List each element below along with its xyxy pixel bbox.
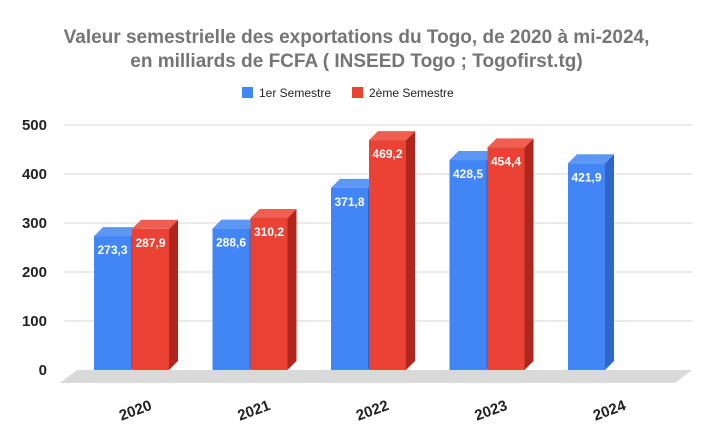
bar-side [605,154,614,370]
bar-side [287,209,297,370]
bar-side [169,219,178,370]
data-label: 421,9 [571,170,601,184]
x-tick-label: 2024 [591,397,629,425]
bar [369,140,406,370]
bar [449,160,487,370]
x-tick-label: 2020 [117,397,154,424]
bar [132,228,169,370]
x-tick-label: 2021 [235,397,272,424]
y-tick-label: 200 [22,264,47,281]
bar-top [212,219,259,229]
bar-top [250,209,297,219]
bar-top [331,178,377,188]
data-label: 371,8 [334,195,364,209]
bar-top [568,154,614,164]
bar-side [406,131,415,370]
bar-top [132,219,178,229]
chart-floor [60,370,692,383]
bar [250,218,288,370]
y-tick-label: 500 [22,117,47,134]
x-tick-label: 2022 [354,397,391,424]
chart-title-line1: Valeur semestrielle des exportations du … [63,27,650,48]
data-label: 310,2 [254,225,284,239]
y-tick-label: 300 [22,215,47,232]
data-label: 428,5 [453,167,483,181]
bar [568,163,605,370]
legend-label: 1er Semestre [259,86,331,100]
y-tick-label: 400 [22,166,47,183]
bar-top [369,131,415,141]
y-tick-label: 0 [39,362,47,379]
chart-title-line2: en milliards de FCFA ( INSEED Togo ; Tog… [130,51,583,72]
legend-swatch [242,87,253,98]
bar [94,236,131,370]
bar-top [449,151,496,161]
bar-side [524,138,534,370]
data-label: 287,9 [135,236,165,250]
x-tick-label: 2023 [472,397,509,424]
data-label: 454,4 [491,154,521,168]
data-label: 469,2 [372,147,402,161]
y-tick-label: 100 [22,313,47,330]
legend-label: 2ème Semestre [369,86,454,100]
data-label: 288,6 [216,236,246,250]
legend-swatch [352,87,363,98]
bar-top [487,138,534,148]
bar [331,187,368,370]
data-label: 273,3 [97,243,127,257]
bar [212,228,250,370]
bar [487,147,525,370]
bar-top [94,227,140,237]
